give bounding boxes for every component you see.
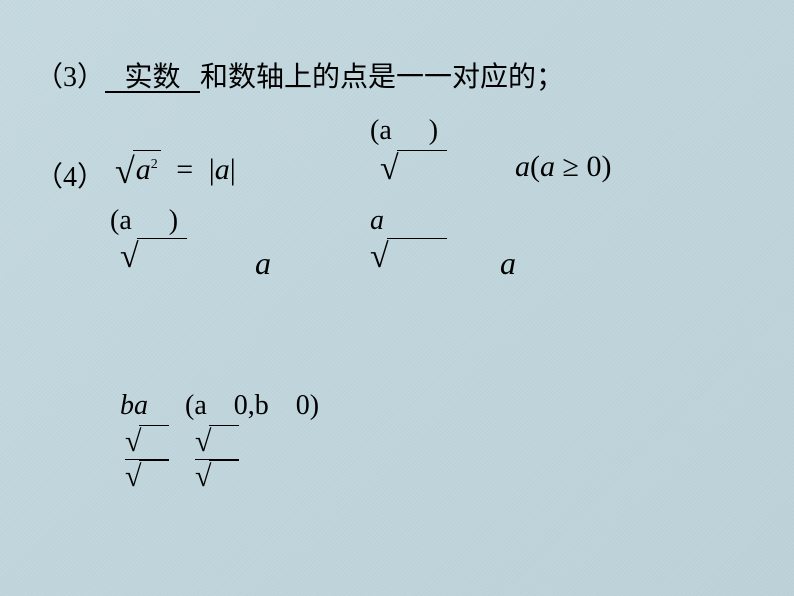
equals-sign: =: [176, 153, 193, 186]
line-3-text: 和数轴上的点是一一对应的；: [200, 62, 564, 93]
exponent-2: 2: [151, 157, 158, 172]
row2-left-a: a: [255, 245, 271, 282]
overlap-text-1: (a: [370, 115, 392, 146]
fill-blank-real-numbers: 实数: [105, 55, 200, 95]
overlap-text: (a: [110, 205, 132, 236]
row2-left-sqrt: √: [120, 238, 187, 276]
result-text: a(a ≥ 0): [515, 150, 611, 183]
paren-close: ): [169, 205, 178, 236]
abs-a: a: [215, 153, 230, 186]
row3-t2: (a: [185, 390, 207, 421]
abs-bar-right: |: [230, 153, 236, 186]
item-number-4: （4）: [35, 155, 105, 195]
formula-a-ge-0: a(a ≥ 0): [515, 150, 611, 184]
cluster-top-right-sqrt: √: [380, 150, 447, 188]
formula-sqrt-a-squared: √a2 = |a|: [115, 150, 236, 192]
cluster-top-right-overlap: (a ): [370, 115, 438, 147]
line-3-statement: （3）实数和数轴上的点是一一对应的；: [35, 55, 564, 95]
item-number-3: （3）: [35, 62, 105, 93]
overlap-text-2: ): [429, 115, 438, 146]
base-a: a: [136, 153, 151, 186]
row3-text-cluster: ba (a 0,b 0): [120, 390, 319, 422]
row3-t3: 0,b: [234, 390, 269, 421]
row2-right-a: a: [500, 245, 516, 282]
row3-frac-right: √ √: [195, 425, 239, 494]
row2-left-overlap: (a ): [110, 205, 178, 237]
row3-t1: ba: [120, 390, 148, 421]
row2-right-overlap: a: [370, 205, 384, 237]
row3-frac-left: √ √: [125, 425, 169, 494]
row2-right-sqrt: √: [370, 238, 447, 276]
row3-t4: 0): [296, 390, 319, 421]
